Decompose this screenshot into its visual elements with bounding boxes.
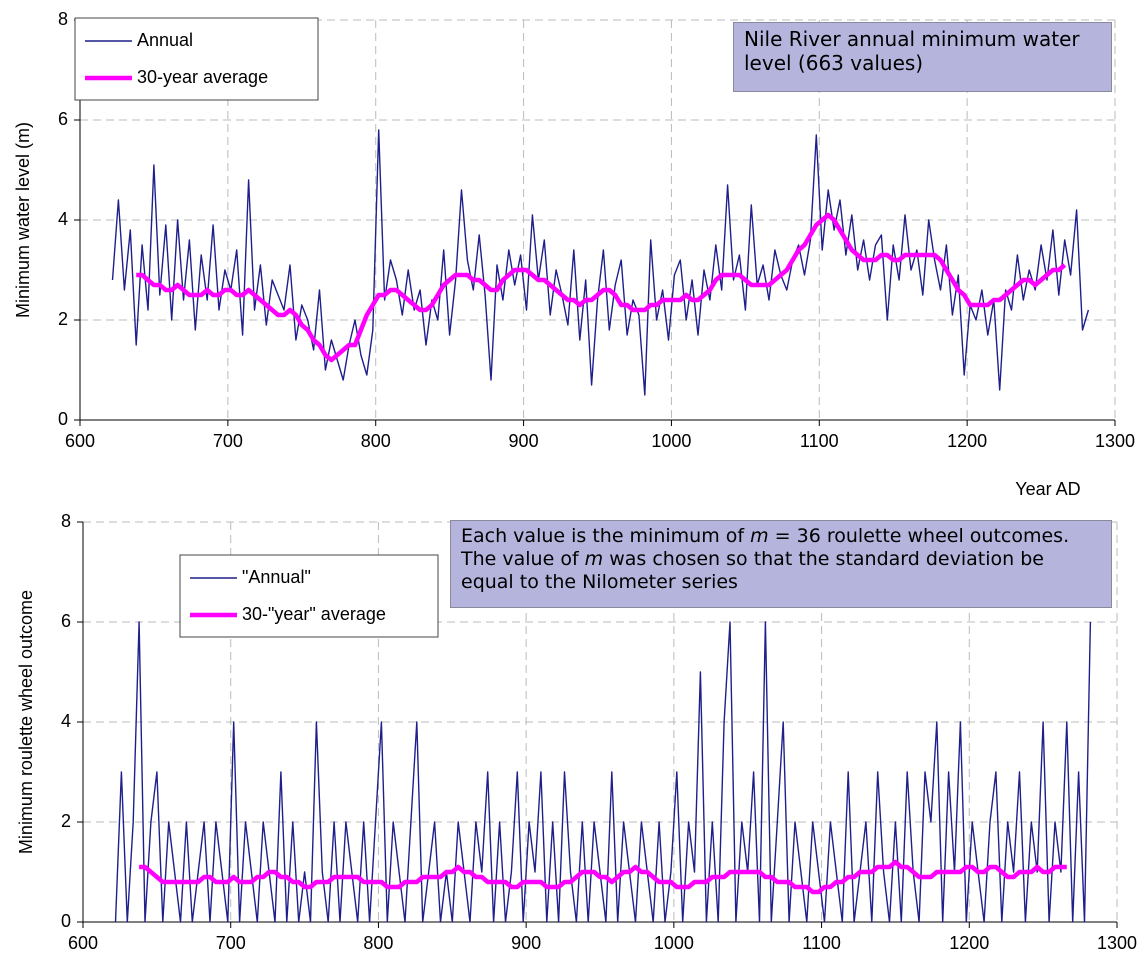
annotation-text: was chosen so that the standard deviatio…	[461, 547, 1044, 593]
y-tick-label: 8	[58, 9, 68, 29]
x-tick-label: 1300	[1097, 933, 1137, 953]
series-line	[136, 212, 1067, 363]
x-tick-label: 1200	[949, 933, 989, 953]
y-tick-label: 2	[58, 309, 68, 329]
x-tick-label: 700	[216, 933, 246, 953]
x-tick-label: 600	[68, 933, 98, 953]
x-tick-label: 1000	[651, 431, 691, 451]
annotation-text: Nile River annual minimum water level (6…	[744, 27, 1080, 75]
annotation-box: Each value is the minimum of m = 36 roul…	[450, 520, 1112, 608]
y-tick-label: 6	[58, 109, 68, 129]
annotation-text: m	[750, 525, 769, 547]
legend-box	[179, 554, 439, 638]
legend-label: 30-year average	[137, 67, 268, 87]
x-tick-label: 1200	[947, 431, 987, 451]
x-tick-label: 900	[511, 933, 541, 953]
y-axis-label: Minimum water level (m)	[13, 122, 33, 318]
annotation-box: Nile River annual minimum water level (6…	[733, 22, 1112, 92]
series-line	[111, 129, 1090, 396]
x-tick-label: 600	[65, 431, 95, 451]
series-line	[139, 859, 1067, 895]
x-tick-label: 800	[363, 933, 393, 953]
x-tick-label: 800	[361, 431, 391, 451]
x-tick-label: 900	[509, 431, 539, 451]
legend-label: Annual	[137, 30, 193, 50]
annotation-text: m	[584, 547, 604, 570]
x-tick-label: 1100	[800, 431, 839, 451]
y-tick-label: 2	[61, 811, 71, 831]
x-tick-label: 700	[213, 431, 243, 451]
y-tick-label: 4	[58, 209, 68, 229]
x-tick-label: 1300	[1095, 431, 1135, 451]
y-tick-label: 8	[61, 511, 71, 531]
y-axis-label: Minimum roulette wheel outcome	[16, 590, 36, 854]
x-tick-label: 1100	[802, 933, 841, 953]
y-tick-label: 6	[61, 611, 71, 631]
x-axis-label: Year AD	[1015, 479, 1080, 499]
series-line	[114, 621, 1092, 923]
annotation-text: = 36 roulette wheel outcomes. The value …	[461, 525, 1070, 570]
y-tick-label: 4	[61, 711, 71, 731]
legend-box	[74, 17, 319, 101]
legend-label: "Annual"	[242, 567, 311, 587]
x-tick-label: 1000	[654, 933, 694, 953]
y-tick-label: 0	[58, 409, 68, 429]
legend-label: 30-"year" average	[242, 604, 386, 624]
y-tick-label: 0	[61, 911, 71, 931]
annotation-text: Each value is the minimum of	[461, 525, 751, 547]
